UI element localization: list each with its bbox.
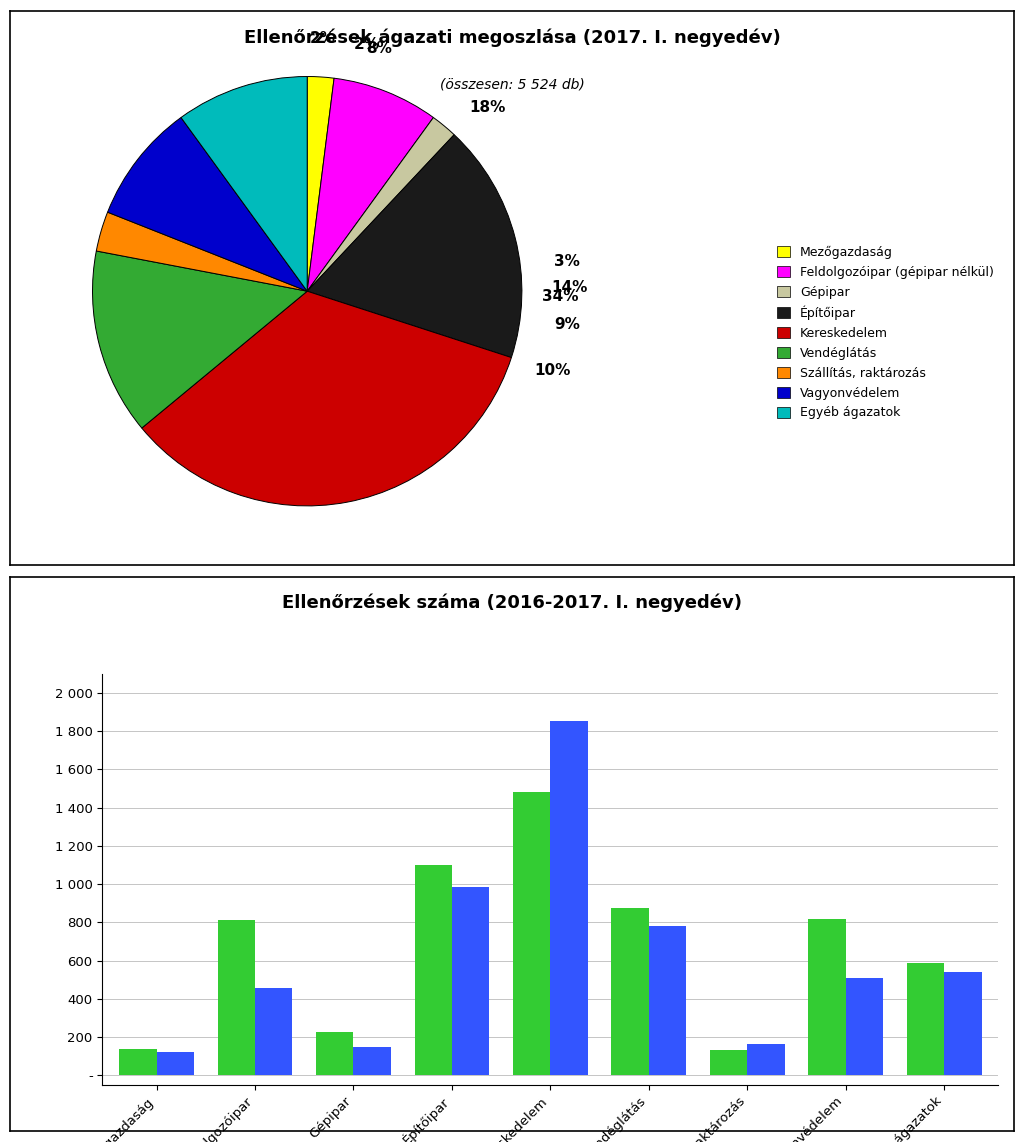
Wedge shape (181, 77, 307, 291)
Text: 14%: 14% (551, 280, 588, 295)
Bar (316, 1032, 353, 1076)
Bar (944, 972, 982, 1076)
Bar (513, 793, 551, 1076)
Text: (összesen: 5 524 db): (összesen: 5 524 db) (439, 78, 585, 91)
Bar (907, 963, 944, 1076)
Legend: Mezőgazdaság, Feldolgozóipar (gépipar nélkül), Gépipar, Építőipar, Kereskedelem,: Mezőgazdaság, Feldolgozóipar (gépipar né… (773, 242, 997, 424)
Bar (353, 1047, 391, 1076)
Text: 10%: 10% (535, 363, 570, 378)
Bar (710, 1051, 748, 1076)
Wedge shape (108, 118, 307, 291)
Text: 34%: 34% (543, 289, 579, 304)
Wedge shape (307, 77, 334, 291)
Bar (846, 978, 883, 1076)
Bar (611, 908, 649, 1076)
Text: Ellenőrzések száma (2016-2017. I. negyedév): Ellenőrzések száma (2016-2017. I. negyed… (282, 594, 742, 612)
Bar (119, 1048, 157, 1076)
Text: 2%: 2% (310, 31, 336, 46)
Text: 18%: 18% (469, 99, 506, 114)
Bar (218, 920, 255, 1076)
Text: 9%: 9% (554, 316, 580, 331)
Bar (452, 887, 489, 1076)
Bar (551, 721, 588, 1076)
Wedge shape (92, 251, 307, 428)
Wedge shape (307, 118, 455, 291)
Text: 8%: 8% (366, 41, 391, 56)
Bar (649, 926, 686, 1076)
Text: Ellenőrzések ágazati megoszlása (2017. I. negyedév): Ellenőrzések ágazati megoszlása (2017. I… (244, 29, 780, 47)
Bar (255, 988, 293, 1076)
Text: 3%: 3% (554, 254, 581, 268)
Text: 2%: 2% (353, 38, 380, 53)
Wedge shape (307, 135, 522, 357)
Wedge shape (96, 212, 307, 291)
Bar (415, 864, 452, 1076)
Bar (748, 1044, 784, 1076)
Bar (157, 1053, 194, 1076)
Bar (808, 918, 846, 1076)
Wedge shape (307, 78, 433, 291)
Wedge shape (141, 291, 511, 506)
